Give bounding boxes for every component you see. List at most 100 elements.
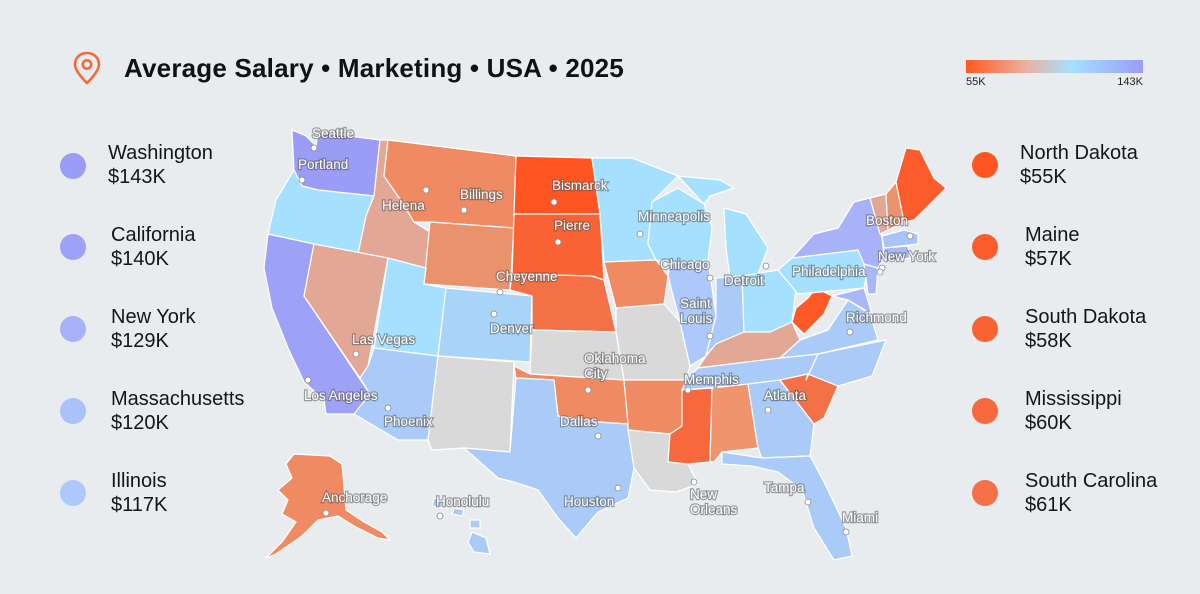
city-marker: Richmond — [845, 309, 908, 336]
city-label: Richmond — [846, 310, 907, 325]
city-label: Pierre — [554, 218, 590, 233]
city-marker: Detroit — [723, 262, 770, 289]
legend-item: South Carolina $61K — [972, 469, 1157, 517]
city-marker: Las Vegas — [351, 331, 417, 358]
state-maine — [895, 147, 947, 223]
city-marker: Minneapolis — [636, 208, 711, 238]
legend-state-salary: $117K — [111, 494, 168, 516]
legend-state-salary: $140K — [111, 248, 169, 270]
legend-item: Washington $143K — [60, 141, 213, 189]
city-label: Seattle — [312, 126, 354, 141]
legend-dot — [60, 153, 86, 179]
city-marker: Memphis — [683, 371, 740, 394]
city-label: Oklahoma City — [584, 351, 646, 381]
city-marker: Boston — [865, 212, 914, 240]
city-marker: Anchorage — [321, 489, 389, 517]
city-label: Cheyenne — [496, 269, 558, 284]
state-alaska — [265, 453, 391, 559]
city-label: Honolulu — [436, 494, 489, 509]
scale-max-label: 143K — [1117, 76, 1143, 88]
state-iowa — [603, 259, 669, 309]
legend-state-name: South Dakota — [1025, 306, 1147, 328]
legend-state-name: North Dakota — [1020, 142, 1138, 164]
legend-dot — [60, 234, 86, 260]
state-new-jersey — [863, 263, 879, 295]
city-marker: Miami — [841, 509, 879, 536]
city-label: Las Vegas — [352, 332, 415, 347]
states — [263, 129, 947, 561]
state-west-virginia — [791, 287, 833, 335]
page-title: Average Salary • Marketing • USA • 2025 — [124, 52, 624, 83]
state-illinois — [667, 259, 717, 367]
state-hawaii — [431, 497, 491, 555]
legend-item: North Dakota $55K — [972, 141, 1138, 189]
state-maryland — [831, 287, 873, 315]
city-marker: Helena — [381, 186, 430, 214]
state-arkansas — [623, 379, 687, 435]
city-label: Philadelphia — [792, 264, 866, 279]
legend-state-salary: $60K — [1025, 412, 1072, 434]
legend-dot — [60, 480, 86, 506]
state-florida — [721, 451, 853, 561]
city-label: Minneapolis — [638, 209, 710, 224]
legend-state-salary: $120K — [111, 412, 169, 434]
state-missouri — [615, 303, 691, 381]
legend-item: New York $129K — [60, 305, 196, 353]
state-connecticut — [883, 245, 911, 263]
city-label: Bismarck — [552, 178, 608, 193]
city-marker: Tampa — [763, 479, 812, 506]
city-label: New Orleans — [690, 487, 738, 517]
city-marker: New York — [877, 248, 936, 272]
state-south-carolina — [779, 373, 839, 425]
legend-state-salary: $57K — [1025, 248, 1072, 270]
city-marker: New Orleans — [689, 478, 739, 518]
city-marker: Phoenix — [383, 404, 434, 430]
legend-state-salary: $61K — [1025, 494, 1072, 516]
legend-state-name: Massachusetts — [111, 388, 245, 410]
legend-dot — [972, 480, 998, 506]
city-markers: Seattle Portland Helena Billings Bismarc… — [297, 125, 936, 536]
city-marker: Houston — [563, 484, 622, 510]
legend-state-salary: $129K — [111, 330, 169, 352]
legend-state-name: New York — [111, 306, 196, 328]
city-label: Tampa — [764, 480, 805, 495]
city-label: Helena — [382, 198, 425, 213]
city-label: Los Angeles — [304, 388, 378, 403]
location-pin-icon — [73, 51, 101, 85]
city-label: Miami — [842, 510, 878, 525]
city-label: Billings — [460, 187, 503, 202]
us-salary-map: Seattle Portland Helena Billings Bismarc… — [263, 125, 947, 561]
city-marker: Oklahoma City — [583, 350, 647, 394]
city-marker: Dallas — [559, 413, 602, 440]
legend-state-name: Washington — [108, 142, 213, 164]
legend-dot — [972, 316, 998, 342]
legend-dot — [972, 234, 998, 260]
city-label: Portland — [298, 157, 348, 172]
city-label: Anchorage — [322, 490, 387, 505]
city-label: Saint Louis — [680, 296, 713, 326]
legend-item: Illinois $117K — [60, 469, 167, 517]
city-label: Memphis — [684, 372, 739, 387]
legend-state-salary: $58K — [1025, 330, 1072, 352]
city-marker: Cheyenne — [495, 268, 559, 296]
legend-dot — [972, 152, 998, 178]
legend-state-name: Maine — [1025, 224, 1080, 246]
header: Average Salary • Marketing • USA • 2025 — [72, 50, 624, 86]
legend-item: South Dakota $58K — [972, 305, 1146, 353]
city-marker: Portland — [297, 156, 349, 184]
city-marker: Bismarck — [550, 177, 609, 206]
city-marker: Billings — [459, 186, 504, 214]
city-label: Atlanta — [764, 388, 807, 403]
color-scale: 55K 143K — [966, 60, 1143, 88]
city-marker: Honolulu — [435, 493, 490, 520]
legend-state-salary: $55K — [1020, 166, 1067, 188]
legend-state-name: Mississippi — [1025, 388, 1122, 410]
city-marker: Denver — [489, 310, 535, 337]
city-label: Phoenix — [384, 414, 433, 429]
legend-state-salary: $143K — [108, 166, 166, 188]
city-marker: Seattle — [310, 125, 355, 152]
city-label: Chicago — [660, 257, 710, 272]
state-new-mexico — [427, 355, 515, 453]
city-marker: Los Angeles — [303, 376, 379, 404]
city-label: Dallas — [560, 414, 598, 429]
